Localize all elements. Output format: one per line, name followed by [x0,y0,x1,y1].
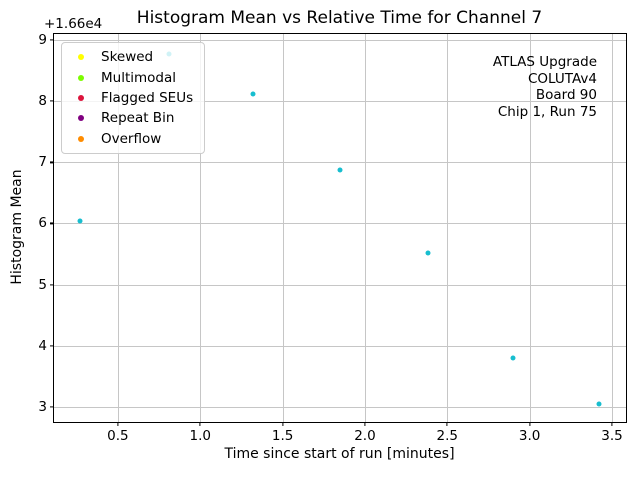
y-gridline [54,223,626,225]
y-gridline [54,40,626,42]
y-tick-label: 8 [38,93,47,110]
x-tick-mark [282,422,284,426]
y-tick-mark [50,100,54,102]
dot-icon [78,115,84,122]
x-gridline [117,34,119,422]
legend-item-label: Multimodal [101,69,177,86]
legend-item-label: Flagged SEUs [101,89,194,106]
x-tick-mark [199,422,201,426]
data-point [337,167,343,173]
legend-item-label: Repeat Bin [101,110,175,127]
legend-item-label: Overflow [101,130,162,147]
data-point [77,218,83,224]
legend-item-skewed: Skewed [62,47,204,67]
y-tick-mark [50,345,54,347]
x-gridline [612,34,613,422]
y-gridline [54,284,626,286]
legend-items: Skewed Multimodal Flagged SEUs Repeat Bin Ov… [62,47,204,149]
y-gridline [54,101,626,103]
x-tick-label: 3.0 [518,428,541,444]
dot-icon [78,74,84,81]
data-point [425,250,431,256]
y-gridline [54,406,626,408]
data-point [250,91,256,97]
legend-item-repeat-bin: Repeat Bin [62,108,204,128]
annotation-line: ATLAS Upgrade [492,54,597,70]
legend-item-multimodal: Multimodal [62,67,204,87]
y-gridline [54,345,626,347]
x-axis-label: Time since start of run [minutes] [224,446,455,462]
x-tick-mark [117,422,119,426]
x-tick-label: 1.5 [271,428,294,444]
y-tick-label: 3 [38,398,47,415]
y-axis-label: Histogram Mean [9,169,25,285]
x-tick-label: 3.5 [601,428,623,444]
x-gridline [200,34,202,422]
data-point [596,401,602,407]
legend-item-label: Skewed [101,49,154,66]
x-gridline [447,34,449,422]
y-tick-label: 7 [38,154,47,171]
annotation-line: COLUTAv4 [527,70,597,87]
legend: Skewed Multimodal Flagged SEUs Repeat Bin Ov… [61,42,205,154]
y-tick-label: 6 [38,215,47,232]
y-tick-mark [50,161,54,163]
y-tick-mark [50,39,54,41]
annotation-text: ATLAS Upgrade COLUTAv4 Board 90 Chip 1, Run… [493,54,597,120]
y-gridline [54,162,626,164]
y-axis-offset-text: +1.66e4 [44,16,103,32]
dot-icon [78,94,84,101]
legend-item-flagged-seus: Flagged SEUs [62,88,204,108]
annotation-line: Board 90 [535,87,597,103]
x-tick-label: 1.0 [189,428,211,444]
legend-item-overflow: Overflow [62,129,204,149]
y-tick-mark [50,406,54,408]
dot-icon [78,54,84,61]
data-point [510,355,516,361]
x-tick-label: 2.5 [436,428,459,444]
y-tick-mark [50,222,54,224]
y-tick-label: 4 [38,337,47,354]
x-gridline [282,34,284,422]
chart-title: Histogram Mean vs Relative Time for Chan… [136,8,543,28]
x-tick-mark [446,422,448,426]
plot-area: 0.5 1.0 1.5 2.0 2.5 3.0 3.5 3 4 5 6 7 8 9 ATLAS Upgra… [38,32,627,444]
x-tick-mark [529,422,531,426]
y-tick-label: 9 [38,32,47,49]
dot-icon [78,135,84,142]
y-tick-mark [50,283,54,286]
x-tick-label: 2.0 [354,428,376,444]
x-tick-mark [611,422,613,426]
y-tick-label: 5 [38,276,47,293]
x-tick-mark [364,422,366,426]
x-tick-label: 0.5 [107,428,129,444]
x-gridline [529,34,531,422]
x-gridline [364,34,366,422]
annotation-line: Chip 1, Run 75 [497,103,597,120]
